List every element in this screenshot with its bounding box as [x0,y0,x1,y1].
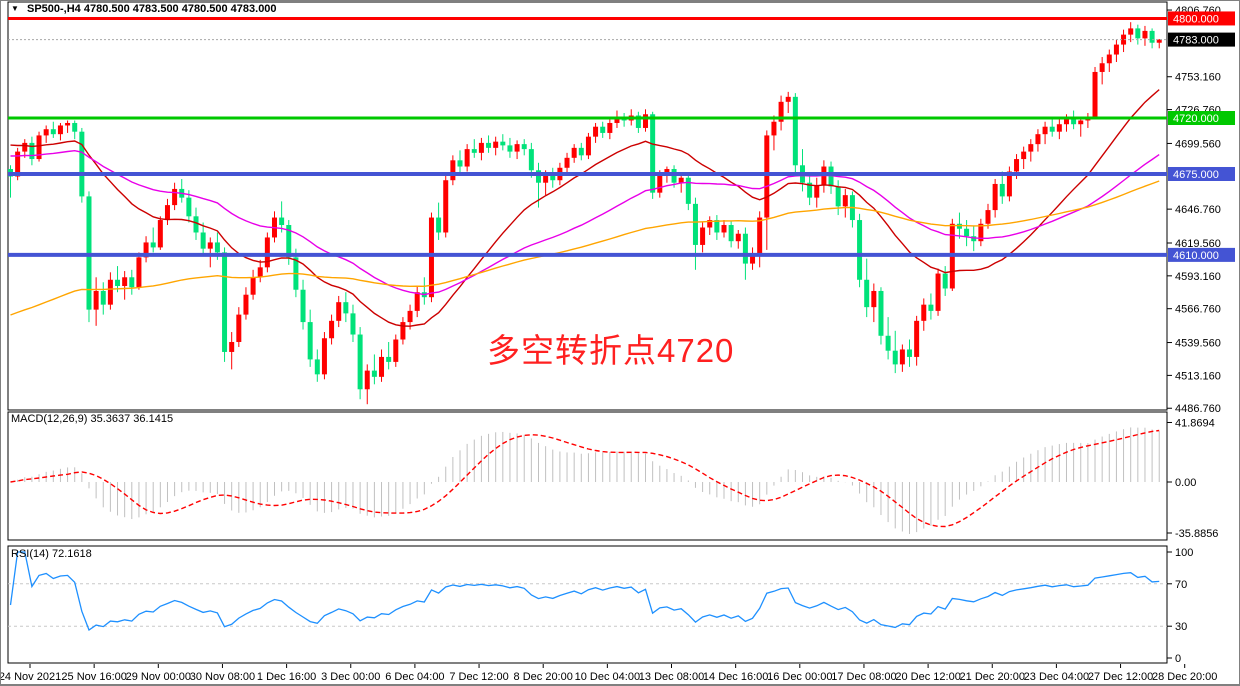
svg-text:4593.160: 4593.160 [1175,271,1221,283]
price-badge [1168,32,1235,47]
svg-text:100: 100 [1175,547,1193,559]
svg-text:30 Nov 08:00: 30 Nov 08:00 [190,671,255,683]
macd-values: 35.3637 36.1415 [90,413,174,425]
svg-text:41.8694: 41.8694 [1175,417,1215,429]
svg-text:3 Dec 00:00: 3 Dec 00:00 [321,671,380,683]
rsi-line [9,551,1160,632]
ma-line-30 [10,89,1160,327]
svg-text:-35.8856: -35.8856 [1175,528,1218,540]
svg-text:4619.560: 4619.560 [1175,238,1221,250]
svg-text:4699.560: 4699.560 [1175,138,1221,150]
svg-text:4486.760: 4486.760 [1175,403,1221,415]
svg-text:4646.760: 4646.760 [1175,204,1221,216]
svg-text:13 Dec 08:00: 13 Dec 08:00 [639,671,704,683]
price-badge [1168,11,1235,26]
svg-text:7 Dec 12:00: 7 Dec 12:00 [449,671,508,683]
moving-averages [10,89,1160,327]
svg-text:23 Dec 04:00: 23 Dec 04:00 [1024,671,1089,683]
svg-text:10 Dec 04:00: 10 Dec 04:00 [575,671,640,683]
svg-text:4783.000: 4783.000 [1173,35,1219,47]
svg-text:4800.000: 4800.000 [1173,13,1219,25]
macd-signal-line [10,429,1160,528]
rsi-indicator-label: RSI(14) 72.1618 [11,548,92,560]
svg-text:0: 0 [1175,653,1181,665]
price-badge [1168,111,1235,125]
svg-text:4753.160: 4753.160 [1175,72,1221,84]
symbol-timeframe-label: SP500-,H4 [26,3,81,15]
price-badge [1168,166,1235,181]
horizontal-lines [8,16,1167,257]
svg-text:4610.000: 4610.000 [1173,250,1219,262]
svg-text:4539.560: 4539.560 [1175,338,1221,350]
macd-indicator-label: MACD(12,26,9) 35.3637 36.1415 [11,413,173,425]
macd-panel: 41.8694 0.00 -35.8856 [10,417,1218,540]
svg-text:21 Dec 20:00: 21 Dec 20:00 [960,671,1025,683]
ohlc-readout: 4780.500 4783.500 4780.500 4783.000 [83,3,277,15]
rsi-name: RSI(14) [11,548,49,560]
svg-text:0.00: 0.00 [1175,477,1196,489]
svg-text:24 Nov 2021: 24 Nov 2021 [1,671,61,683]
ma-line-60 [10,149,1160,296]
ma-line-130 [10,180,1160,316]
chevron-down-icon[interactable]: ▼ [11,4,19,13]
price-badge [1168,247,1235,262]
macd-name: MACD(12,26,9) [11,413,88,425]
svg-text:27 Dec 12:00: 27 Dec 12:00 [1088,671,1153,683]
svg-text:4720.000: 4720.000 [1173,113,1219,125]
svg-text:30: 30 [1175,621,1187,633]
svg-text:17 Dec 08:00: 17 Dec 08:00 [831,671,896,683]
svg-text:16 Dec 00:00: 16 Dec 00:00 [767,671,832,683]
svg-text:28 Dec 20:00: 28 Dec 20:00 [1152,671,1217,683]
svg-text:25 Nov 16:00: 25 Nov 16:00 [61,671,126,683]
svg-text:6 Dec 04:00: 6 Dec 04:00 [385,671,444,683]
svg-text:1 Dec 16:00: 1 Dec 16:00 [257,671,316,683]
rsi-value: 72.1618 [51,548,92,560]
annotation-text[interactable]: 多空转折点4720 [487,332,735,369]
svg-text:4566.760: 4566.760 [1175,304,1221,316]
price-axis: 4806.7604753.1604726.7604699.5604646.760… [1167,5,1235,415]
rsi-panel: 100 70 30 0 [8,547,1193,665]
svg-text:20 Dec 12:00: 20 Dec 12:00 [895,671,960,683]
chart-title: ▼ SP500-,H4 4780.500 4783.500 4780.500 4… [11,3,277,15]
svg-text:70: 70 [1175,579,1187,591]
svg-text:14 Dec 16:00: 14 Dec 16:00 [703,671,768,683]
svg-text:4675.000: 4675.000 [1173,169,1219,181]
svg-text:4513.160: 4513.160 [1175,370,1221,382]
svg-text:8 Dec 20:00: 8 Dec 20:00 [514,671,573,683]
svg-text:29 Nov 00:00: 29 Nov 00:00 [126,671,191,683]
